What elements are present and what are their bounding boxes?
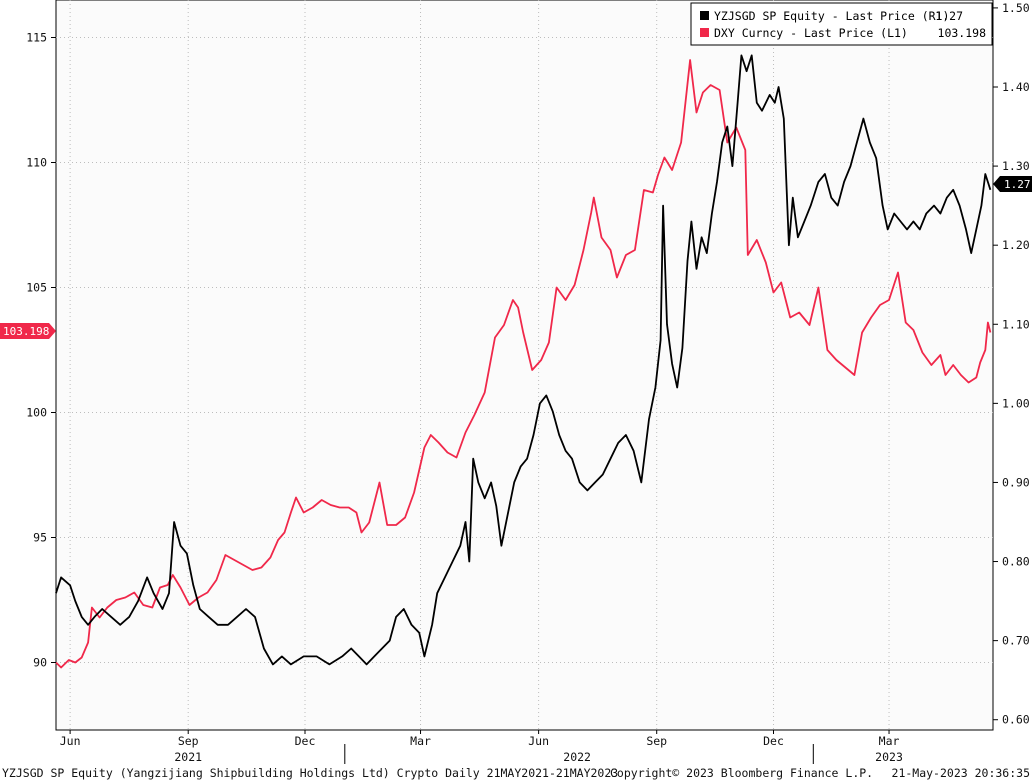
x-month-label: Mar xyxy=(879,734,900,748)
series-line-yzjsgd xyxy=(55,54,992,666)
legend-label-yzjsgd: YZJSGD SP Equity - Last Price (R1) xyxy=(714,9,949,23)
right-tick-label: 1.30 xyxy=(1002,159,1030,173)
series-line-dxy xyxy=(55,59,992,669)
right-value-tag: 1.27 xyxy=(993,176,1032,192)
grid-lines xyxy=(56,0,993,730)
left-tick-label: 105 xyxy=(26,281,47,295)
x-month-label: Sep xyxy=(646,734,667,748)
footer: YZJSGD SP Equity (Yangzijiang Shipbuildi… xyxy=(2,766,1030,780)
footer-left: YZJSGD SP Equity (Yangzijiang Shipbuildi… xyxy=(2,766,618,780)
left-tick-label: 95 xyxy=(33,531,47,545)
right-tick-label: 0.60 xyxy=(1002,713,1030,727)
x-year-label: 2021 xyxy=(174,750,202,764)
left-value-tag-shape xyxy=(0,323,56,339)
right-tick-label: 1.20 xyxy=(1002,238,1030,252)
left-tick-label: 90 xyxy=(33,656,47,670)
plot-area xyxy=(55,0,994,731)
right-value-tag-text: 1.27 xyxy=(1004,178,1031,191)
legend-swatch-dxy xyxy=(700,28,709,37)
legend: YZJSGD SP Equity - Last Price (R1) 1.27 … xyxy=(690,2,993,46)
left-value-tag-text: 103.198 xyxy=(3,325,49,338)
right-tick-label: 1.00 xyxy=(1002,396,1030,410)
left-value-tag: 103.198 xyxy=(0,323,56,339)
left-tick-label: 115 xyxy=(26,31,47,45)
right-tick-label: 0.70 xyxy=(1002,634,1030,648)
right-value-tag-shape xyxy=(993,176,1032,192)
x-month-label: Jun xyxy=(60,734,81,748)
right-tick-label: 1.40 xyxy=(1002,80,1030,94)
x-year-label: 2022 xyxy=(563,750,591,764)
x-month-label: Jun xyxy=(528,734,549,748)
x-year-label: 2023 xyxy=(875,750,903,764)
x-month-label: Dec xyxy=(295,734,316,748)
right-tick-label: 1.50 xyxy=(1002,1,1030,15)
legend-box xyxy=(690,2,993,46)
legend-label-dxy: DXY Curncy - Last Price (L1) xyxy=(714,26,908,40)
right-tick-label: 0.90 xyxy=(1002,475,1030,489)
series-lines xyxy=(55,54,992,669)
x-axis: Jun Sep Dec Mar Jun Sep Dec Mar 2021 2022 2023 xyxy=(60,730,903,764)
x-month-label: Dec xyxy=(763,734,784,748)
x-month-label: Mar xyxy=(410,734,431,748)
footer-timestamp: 21-May-2023 20:36:35 xyxy=(892,766,1030,780)
legend-value-yzjsgd: 1.27 xyxy=(935,9,963,23)
right-y-axis: 0.60 0.70 0.80 0.90 1.00 1.10 1.20 1.30 1.40 1.50 xyxy=(993,1,1030,727)
right-tick-label: 1.10 xyxy=(1002,317,1030,331)
legend-value-dxy: 103.198 xyxy=(938,26,987,40)
left-y-axis: 90 95 100 105 110 115 xyxy=(26,31,56,670)
left-tick-label: 110 xyxy=(26,156,47,170)
left-tick-label: 100 xyxy=(26,406,47,420)
legend-swatch-yzjsgd xyxy=(700,11,709,20)
footer-copyright: Copyright© 2023 Bloomberg Finance L.P. xyxy=(610,766,873,780)
x-month-label: Sep xyxy=(178,734,199,748)
right-tick-label: 0.80 xyxy=(1002,555,1030,569)
